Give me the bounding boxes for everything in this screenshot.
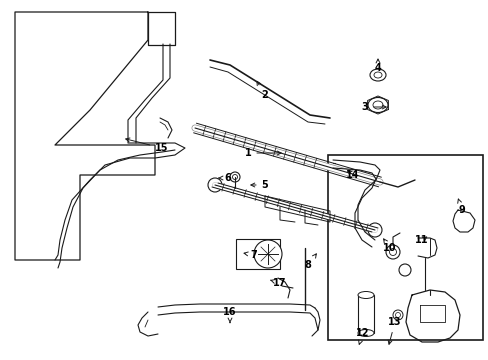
Text: 2: 2	[256, 81, 268, 100]
Text: 15: 15	[125, 138, 168, 153]
Text: 4: 4	[374, 59, 381, 73]
Text: 14: 14	[346, 170, 359, 180]
Ellipse shape	[392, 310, 402, 320]
Text: 6: 6	[218, 173, 231, 183]
Ellipse shape	[207, 178, 222, 192]
Ellipse shape	[357, 329, 373, 337]
Text: 16: 16	[223, 307, 236, 323]
Text: 9: 9	[457, 199, 465, 215]
Ellipse shape	[369, 69, 385, 81]
Text: 17: 17	[270, 278, 286, 288]
Text: 3: 3	[361, 102, 386, 112]
Ellipse shape	[367, 98, 387, 113]
Ellipse shape	[385, 245, 399, 259]
Bar	[357, 295, 373, 333]
Text: 10: 10	[383, 239, 396, 253]
Ellipse shape	[367, 223, 381, 237]
Text: 7: 7	[244, 250, 257, 260]
Text: 1: 1	[244, 148, 281, 158]
Text: 8: 8	[304, 254, 316, 270]
Bar	[327, 155, 482, 340]
Text: 11: 11	[414, 235, 428, 245]
Bar	[236, 239, 280, 269]
Ellipse shape	[398, 264, 410, 276]
Text: 13: 13	[387, 317, 401, 344]
Ellipse shape	[253, 240, 282, 268]
Ellipse shape	[229, 172, 240, 182]
Text: 12: 12	[356, 328, 369, 345]
Text: 5: 5	[250, 180, 268, 190]
Ellipse shape	[357, 292, 373, 298]
